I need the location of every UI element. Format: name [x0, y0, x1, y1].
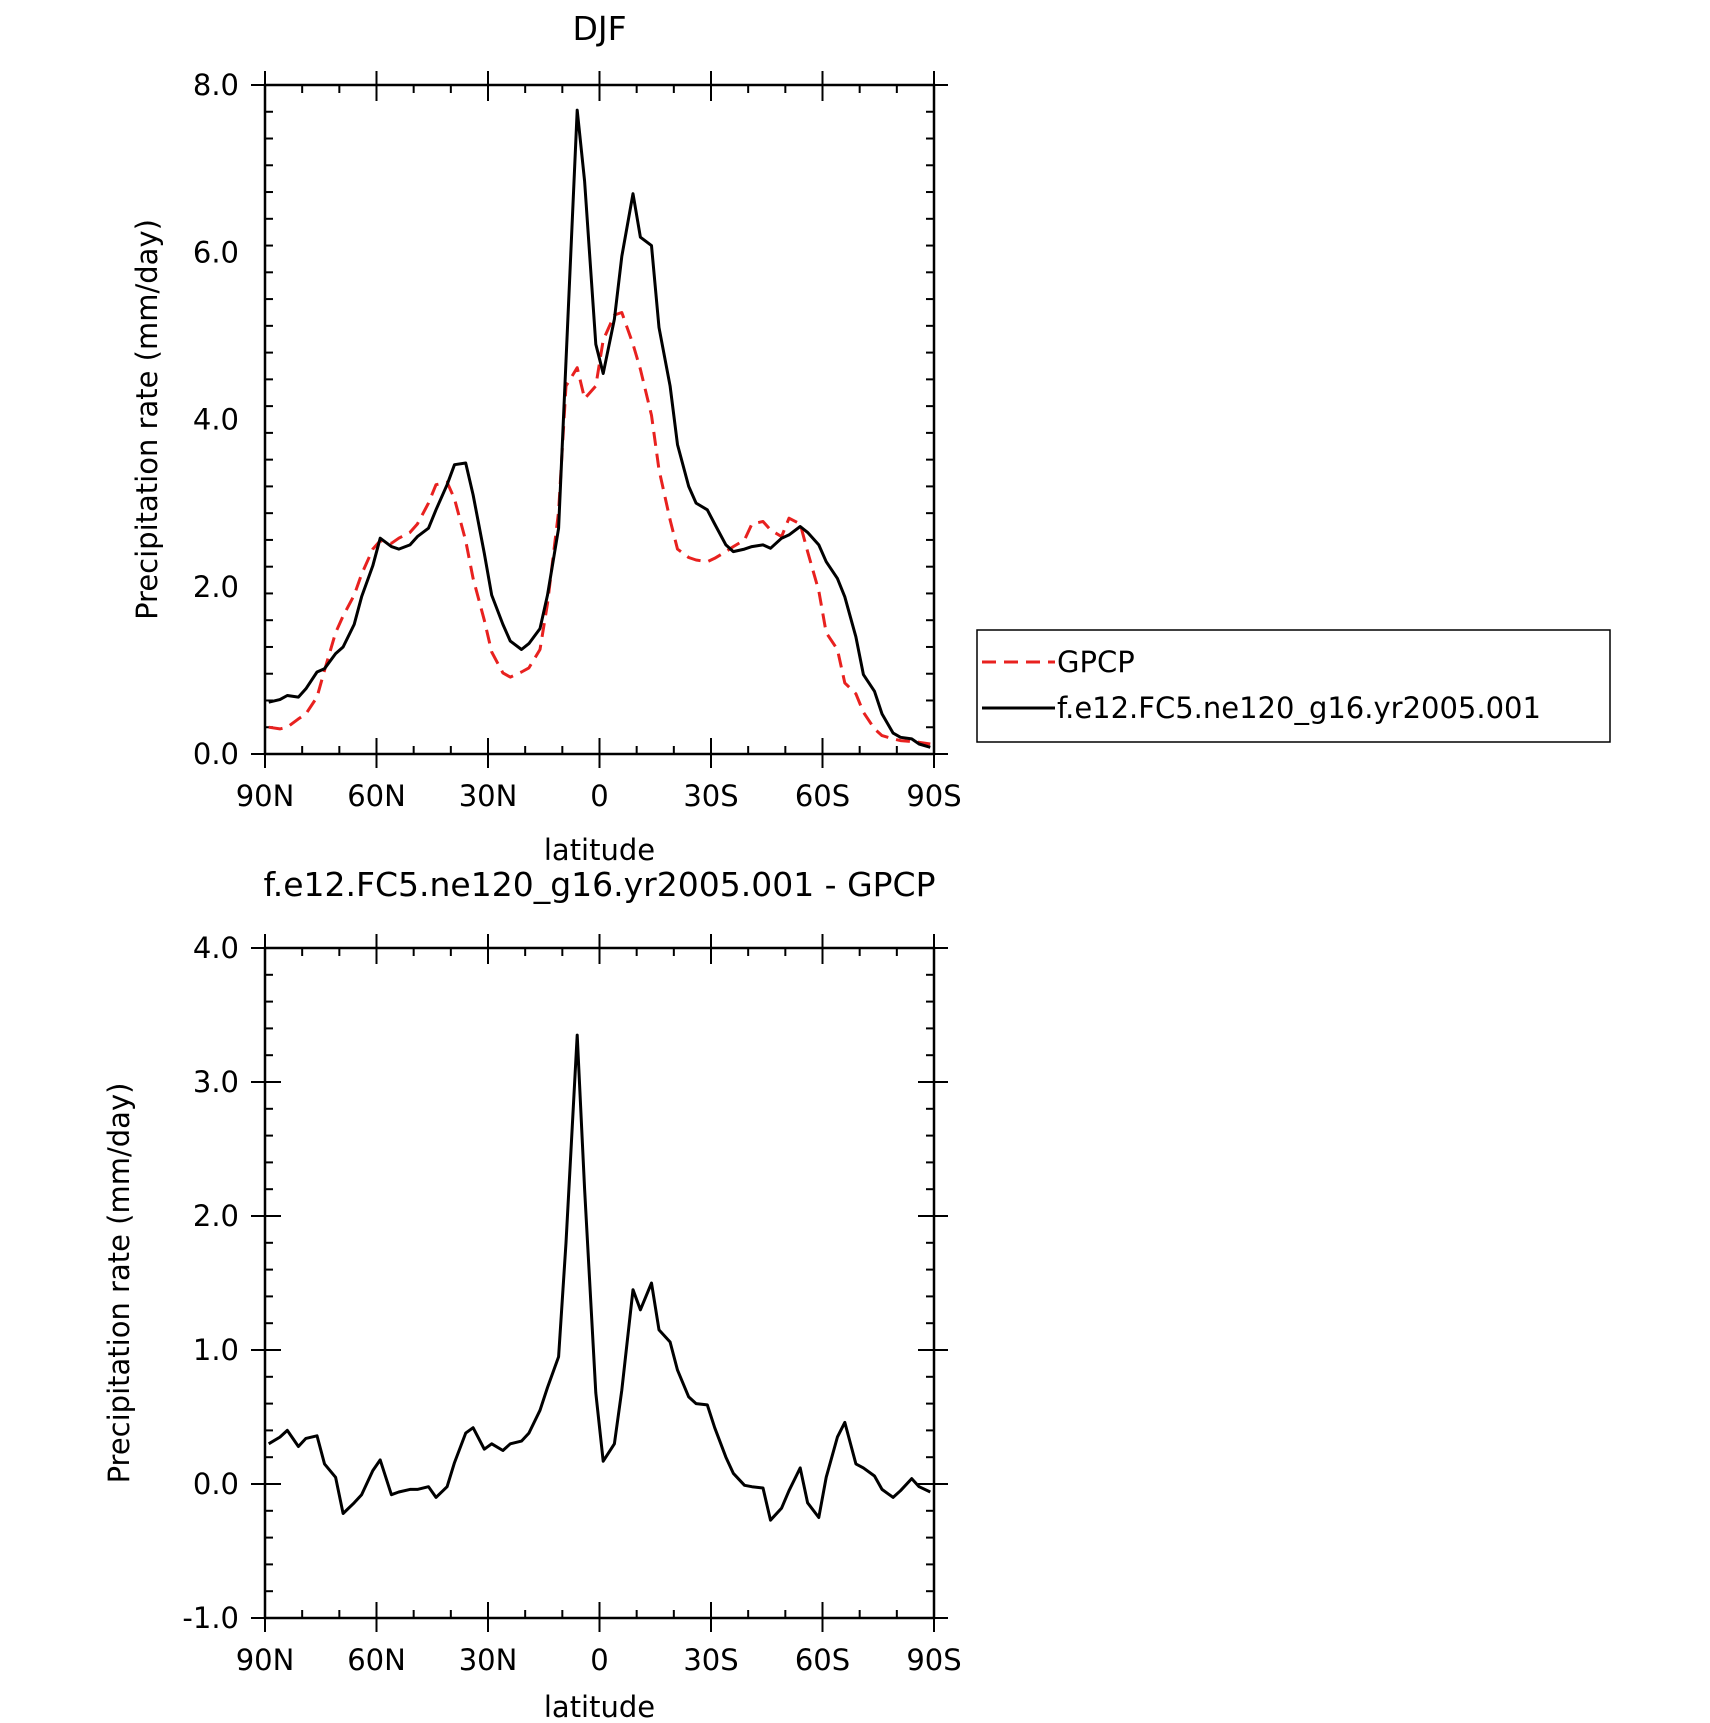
y-tick-label: 0.0 [193, 737, 239, 771]
y-tick-label: 4.0 [193, 931, 239, 965]
chart-title: DJF [572, 9, 626, 48]
x-tick-label: 30N [459, 1643, 518, 1677]
panel-bottom: 90N 60N 30N 0 30S 60S 90S -1.0 0.0 1.0 2.0 3.0 4.0 f.… [102, 865, 962, 1723]
y-tick-label: 0.0 [193, 1467, 239, 1501]
y-tick-label: -1.0 [182, 1601, 239, 1635]
y-tick-label: 2.0 [193, 570, 239, 604]
legend-entry-label: f.e12.FC5.ne120_g16.yr2005.001 [1057, 691, 1541, 725]
x-tick-label: 60S [795, 1643, 850, 1677]
series-line-0 [267, 1033, 931, 1522]
x-tick-label: 60N [347, 1643, 406, 1677]
series-line-0 [268, 311, 931, 746]
chart-title: f.e12.FC5.ne120_g16.yr2005.001 - GPCP [264, 865, 936, 904]
x-tick-label: 30S [683, 779, 738, 813]
x-tick-label: 0 [590, 1643, 608, 1677]
x-tick-label: 90S [906, 779, 961, 813]
x-tick-label: 30N [459, 779, 518, 813]
y-tick-label: 3.0 [193, 1065, 239, 1099]
y-tick-label: 2.0 [193, 1199, 239, 1233]
y-tick-label: 6.0 [193, 235, 239, 269]
x-tick-label: 0 [590, 779, 608, 813]
y-tick-label: 1.0 [193, 1333, 239, 1367]
y-axis-label: Precipitation rate (mm/day) [130, 219, 164, 620]
y-axis-label: Precipitation rate (mm/day) [102, 1083, 136, 1484]
x-axis-label: latitude [544, 833, 655, 867]
panel-top: 90N 60N 30N 0 30S 60S 90S 0.0 2.0 4.0 6.0 8.0 DJF lat… [130, 9, 962, 867]
x-tick-label: 90S [906, 1643, 961, 1677]
x-tick-label: 60S [795, 779, 850, 813]
x-tick-label: 60N [347, 779, 406, 813]
legend: GPCP f.e12.FC5.ne120_g16.yr2005.001 [976, 629, 1611, 743]
plot-frame [263, 946, 936, 1620]
y-tick-label: 4.0 [193, 403, 239, 437]
plot-frame [263, 83, 936, 756]
x-tick-label: 30S [683, 1643, 738, 1677]
x-tick-label: 90N [236, 1643, 295, 1677]
series-line-1 [268, 108, 931, 749]
legend-box [976, 629, 1611, 743]
y-tick-label: 8.0 [193, 68, 239, 102]
x-tick-label: 90N [236, 779, 295, 813]
legend-entry-label: GPCP [1057, 645, 1135, 679]
x-axis-label: latitude [544, 1690, 655, 1723]
